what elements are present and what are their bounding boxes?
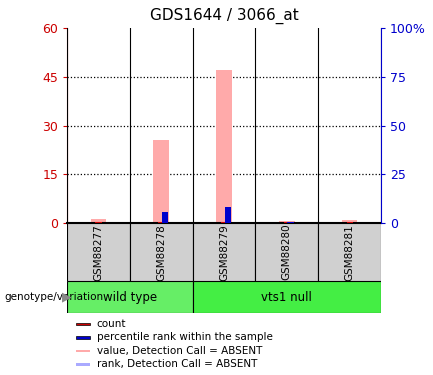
- Text: GSM88278: GSM88278: [156, 224, 166, 280]
- Bar: [67, 281, 193, 313]
- Text: wild type: wild type: [103, 291, 157, 304]
- Text: GSM88279: GSM88279: [219, 224, 229, 280]
- Bar: [284, 222, 290, 223]
- Bar: [130, 223, 193, 281]
- Bar: [342, 220, 358, 223]
- Bar: [153, 140, 169, 223]
- Bar: [162, 212, 168, 223]
- Bar: [193, 223, 255, 281]
- Bar: [76, 322, 90, 325]
- Bar: [67, 223, 130, 281]
- Bar: [221, 222, 227, 223]
- Bar: [76, 350, 90, 352]
- Bar: [76, 363, 90, 366]
- Bar: [193, 281, 381, 313]
- Bar: [346, 222, 353, 223]
- Text: GSM88277: GSM88277: [94, 224, 103, 280]
- Bar: [158, 222, 165, 223]
- Text: genotype/variation: genotype/variation: [4, 292, 103, 302]
- Bar: [76, 336, 90, 339]
- Bar: [225, 207, 231, 223]
- Bar: [95, 222, 102, 223]
- Text: rank, Detection Call = ABSENT: rank, Detection Call = ABSENT: [97, 360, 257, 369]
- Text: GSM88280: GSM88280: [282, 224, 292, 280]
- Bar: [288, 222, 294, 223]
- Bar: [255, 223, 318, 281]
- Text: GSM88281: GSM88281: [345, 224, 355, 280]
- Bar: [216, 70, 232, 223]
- Bar: [318, 223, 381, 281]
- Text: ▶: ▶: [62, 291, 71, 304]
- Text: percentile rank within the sample: percentile rank within the sample: [97, 332, 272, 342]
- Title: GDS1644 / 3066_at: GDS1644 / 3066_at: [150, 8, 298, 24]
- Text: value, Detection Call = ABSENT: value, Detection Call = ABSENT: [97, 346, 262, 356]
- Bar: [279, 220, 295, 223]
- Text: vts1 null: vts1 null: [262, 291, 312, 304]
- Text: count: count: [97, 319, 126, 328]
- Bar: [90, 219, 107, 223]
